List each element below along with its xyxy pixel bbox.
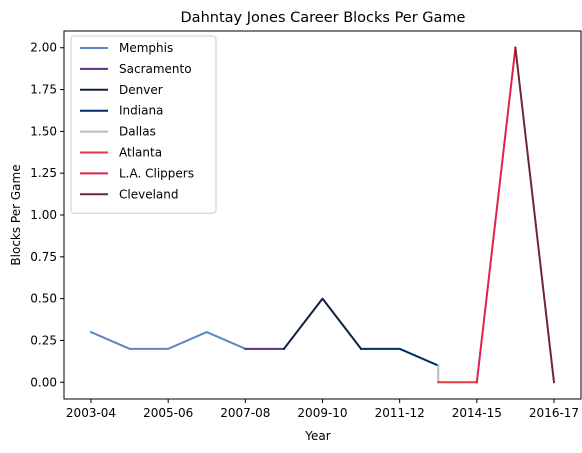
legend-label: Indiana (119, 104, 163, 118)
x-tick-label: 2007-08 (220, 406, 270, 420)
x-axis: 2003-04 2005-06 2007-08 2009-10 2011-12 2014-… (66, 399, 579, 420)
legend-box (70, 35, 217, 214)
x-tick-label: 2005-06 (143, 406, 193, 420)
legend-label: Atlanta (119, 146, 162, 160)
series-line-6 (475, 46, 517, 384)
series-line-3 (360, 347, 440, 367)
y-tick-label: 1.25 (30, 166, 57, 180)
y-tick-label: 1.00 (30, 208, 57, 222)
x-tick-label: 2003-04 (66, 406, 116, 420)
y-tick-label: 1.50 (30, 124, 57, 138)
y-tick-label: 1.75 (30, 83, 57, 97)
y-tick-label: 0.25 (30, 333, 57, 347)
x-tick-label: 2009-10 (297, 406, 347, 420)
y-tick-label: 0.50 (30, 292, 57, 306)
chart-title: Dahntay Jones Career Blocks Per Game (181, 10, 466, 26)
x-axis-label: Year (304, 429, 330, 443)
legend-label: L.A. Clippers (119, 166, 194, 180)
y-tick-label: 2.00 (30, 41, 57, 55)
legend-label: Dallas (119, 125, 156, 139)
series-line-7 (514, 46, 556, 384)
x-tick-label: 2014-15 (452, 406, 502, 420)
x-tick-label: 2016-17 (529, 406, 579, 420)
legend: Memphis Sacramento Denver Indiana Dallas Atla… (70, 35, 217, 214)
legend-label: Sacramento (119, 62, 192, 76)
legend-label: Cleveland (119, 187, 179, 201)
legend-label: Memphis (119, 41, 173, 55)
y-tick-label: 0.75 (30, 250, 57, 264)
legend-label: Denver (119, 83, 163, 97)
x-tick-label: 2011-12 (375, 406, 425, 420)
series-line-2 (282, 297, 363, 351)
plot-series (89, 46, 556, 384)
y-tick-label: 0.00 (30, 375, 57, 389)
series-line-0 (89, 330, 247, 351)
y-axis: 0.00 0.25 0.50 0.75 1.00 1.25 1.50 1.75 2.00 (30, 41, 64, 389)
y-axis-label: Blocks Per Game (9, 164, 23, 265)
